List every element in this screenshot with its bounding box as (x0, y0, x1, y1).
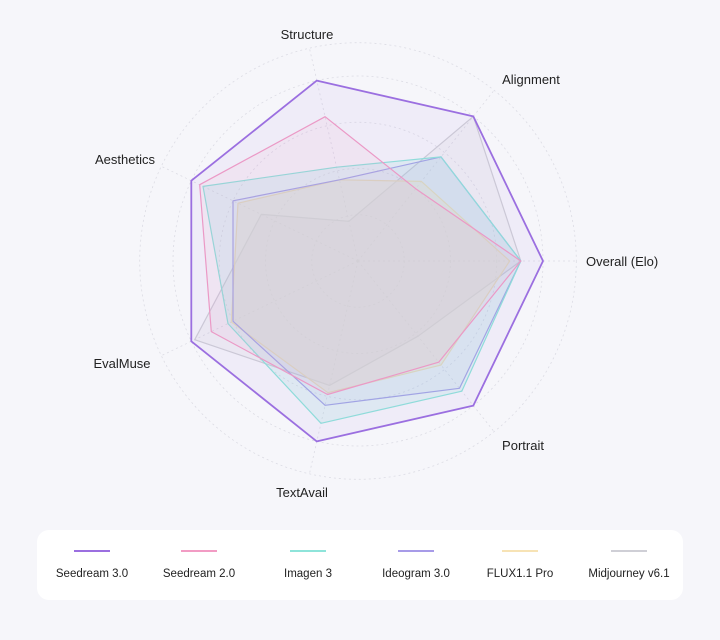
axis-label: Portrait (502, 438, 544, 453)
legend-label: FLUX1.1 Pro (486, 568, 554, 580)
axis-label: Alignment (502, 72, 560, 87)
legend-label: Seedream 2.0 (162, 568, 236, 580)
series-polygon (202, 156, 522, 424)
series-polygon (190, 79, 544, 443)
legend-label: Ideogram 3.0 (382, 568, 450, 580)
radar-chart: Overall (Elo) Portrait TextAvail EvalMuse Ae… (93, 27, 658, 500)
axis-label: Overall (Elo) (586, 254, 658, 269)
legend-swatch (611, 550, 647, 552)
axis-label: Aesthetics (95, 152, 155, 167)
legend-label: Seedream 3.0 (55, 568, 129, 580)
radar-axis-labels: Overall (Elo) Portrait TextAvail EvalMuse Ae… (93, 27, 658, 500)
legend-swatch (74, 550, 110, 552)
legend-item: Imagen 3 (253, 530, 363, 600)
legend-item: Midjourney v6.1 (574, 530, 684, 600)
legend-item: Seedream 3.0 (37, 530, 147, 600)
grid-ring (139, 42, 577, 480)
series-polygon (232, 156, 522, 406)
legend-swatch (290, 550, 326, 552)
axis-label: TextAvail (276, 485, 328, 500)
legend-label: Midjourney v6.1 (588, 568, 670, 580)
legend-item: Seedream 2.0 (144, 530, 254, 600)
legend-item: FLUX1.1 Pro (465, 530, 575, 600)
radar-series (190, 79, 544, 443)
legend-item: Ideogram 3.0 (361, 530, 471, 600)
axis-label: Structure (281, 27, 334, 42)
legend: Seedream 3.0 Seedream 2.0 Imagen 3 Ideog… (37, 530, 683, 600)
legend-swatch (502, 550, 538, 552)
legend-swatch (181, 550, 217, 552)
series-polygon (230, 179, 511, 394)
legend-label: Imagen 3 (284, 568, 332, 580)
axis-label: EvalMuse (93, 356, 150, 371)
series-polygon (199, 116, 522, 396)
legend-swatch (398, 550, 434, 552)
